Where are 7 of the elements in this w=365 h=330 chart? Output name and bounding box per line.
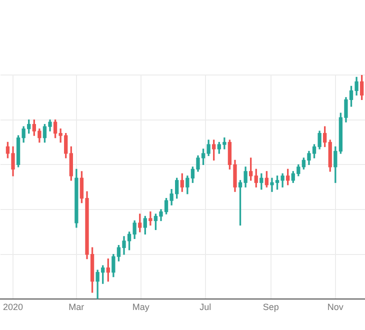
x-tick-label: Mar (68, 302, 84, 312)
candlestick (148, 211, 152, 226)
x-tick-label: Jul (200, 302, 212, 312)
x-tick-label: May (132, 302, 150, 312)
x-tick-label: 2020 (2, 302, 24, 312)
x-tick-label: Sep (262, 302, 279, 312)
x-tick-label: Nov (327, 302, 344, 312)
